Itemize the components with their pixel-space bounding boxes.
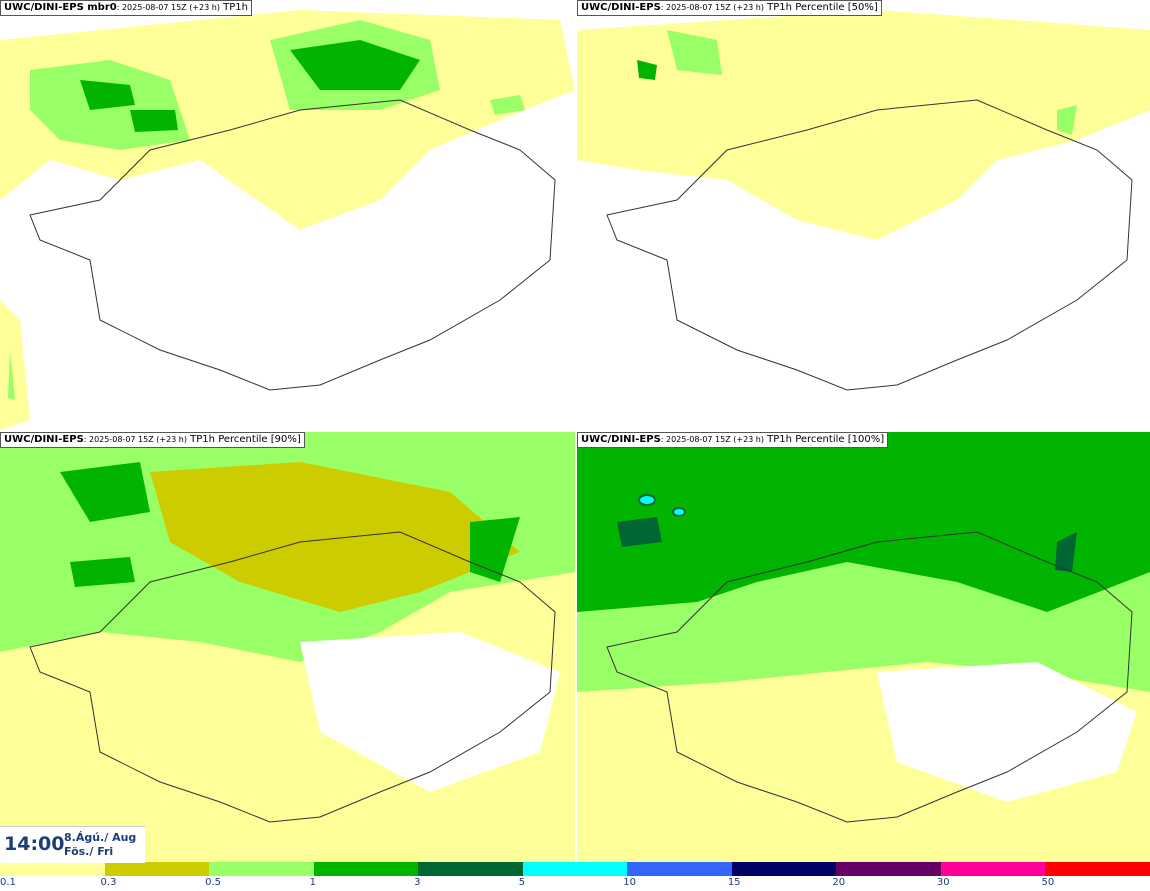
legend-tick-label: 5 — [518, 877, 526, 888]
legend-swatch — [313, 862, 419, 876]
panel-title: UWC/DINI-EPS mbr0: 2025-08-07 15Z (+23 h… — [0, 0, 252, 16]
legend-swatch — [209, 862, 315, 876]
map-panel-p50: UWC/DINI-EPS: 2025-08-07 15Z (+23 h) TP1… — [577, 0, 1150, 430]
map-panel-mbr0: UWC/DINI-EPS mbr0: 2025-08-07 15Z (+23 h… — [0, 0, 575, 430]
legend-tick-label: 10 — [623, 877, 636, 888]
precip-map — [0, 10, 575, 430]
legend-tick-label: 3 — [414, 877, 421, 888]
panel-title: UWC/DINI-EPS: 2025-08-07 15Z (+23 h) TP1… — [0, 432, 305, 448]
map-panel-p90: UWC/DINI-EPS: 2025-08-07 15Z (+23 h) TP1… — [0, 432, 575, 862]
legend-tick-label: 30 — [936, 877, 950, 888]
legend-swatch — [104, 862, 210, 876]
valid-time: 14:00 — [4, 833, 65, 855]
legend-tick-label: 0.5 — [205, 877, 221, 888]
legend-swatch — [418, 862, 524, 876]
legend-swatch — [731, 862, 837, 876]
legend-swatch — [836, 862, 942, 876]
legend-swatch — [627, 862, 733, 876]
panel-title: UWC/DINI-EPS: 2025-08-07 15Z (+23 h) TP1… — [577, 432, 889, 448]
legend-tick-label: 1 — [309, 877, 316, 888]
legend-tick-label: 15 — [727, 877, 741, 888]
legend-tick-label: 0.3 — [100, 877, 117, 888]
legend-tick-label: 20 — [832, 877, 846, 888]
valid-date: 8.Ágú./ Aug — [64, 831, 137, 844]
valid-time-box: 14:00 8.Ágú./ Aug Fös./ Fri — [0, 826, 145, 863]
panel-divider — [0, 430, 1150, 432]
panel-title: UWC/DINI-EPS: 2025-08-07 15Z (+23 h) TP1… — [577, 0, 882, 16]
precip-map — [0, 432, 575, 862]
precip-map — [577, 10, 1150, 391]
legend-swatch — [1045, 862, 1150, 876]
legend-tick-label: 0.1 — [0, 877, 16, 888]
legend-swatch — [0, 862, 105, 876]
legend-swatch — [522, 862, 628, 876]
legend-swatch — [940, 862, 1046, 876]
valid-day: Fös./ Fri — [64, 845, 114, 858]
legend-tick-label: 50 — [1041, 877, 1055, 888]
precip-map — [577, 432, 1150, 862]
color-legend: 0.1 0.3 0.5 1 3 5 10 15 20 30 50 — [0, 862, 1150, 891]
map-panel-p100: UWC/DINI-EPS: 2025-08-07 15Z (+23 h) TP1… — [577, 432, 1150, 862]
